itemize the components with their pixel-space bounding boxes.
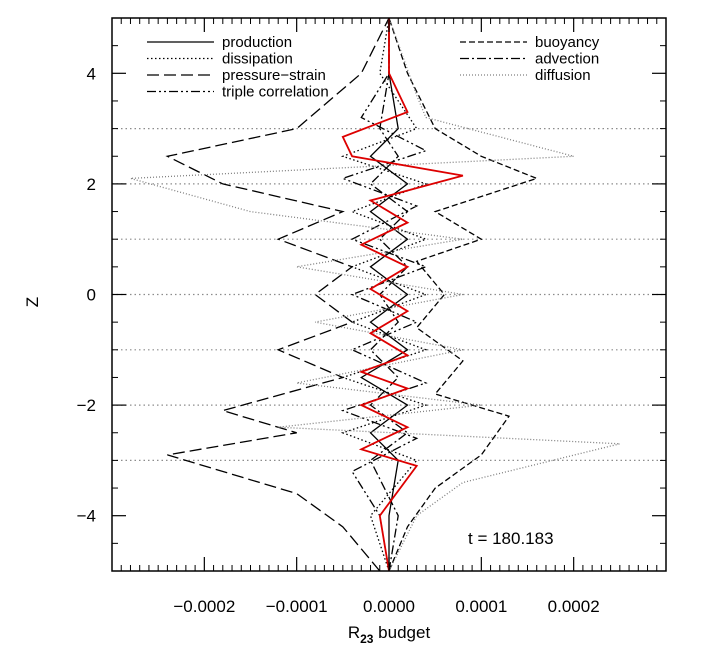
legend-label: production xyxy=(222,34,292,51)
time-annotation: t = 180.183 xyxy=(468,529,554,548)
x-tick-labels: −0.0002 −0.0001 0.0000 0.0001 0.0002 xyxy=(173,597,599,616)
x-tick-label: −0.0002 xyxy=(173,597,235,616)
axis-ticks xyxy=(112,17,666,572)
y-tick-label: 4 xyxy=(87,64,96,83)
y-tick-label: −4 xyxy=(77,507,96,526)
series-line-red-profile xyxy=(341,18,464,571)
series-line-production xyxy=(360,18,409,571)
legend-label: buoyancy xyxy=(535,34,600,51)
reference-lines xyxy=(112,128,666,461)
series-line-buoyancy xyxy=(388,18,539,571)
x-tick-label: 0.0001 xyxy=(455,597,507,616)
series-line-triple-correlation xyxy=(340,18,428,571)
series-line-diffusion xyxy=(130,18,620,571)
legend-label: diffusion xyxy=(535,67,591,84)
x-axis-label-main: R xyxy=(348,623,360,642)
x-axis-label-subscript: 23 xyxy=(360,632,374,646)
plot-frame xyxy=(111,17,667,572)
x-tick-label: −0.0001 xyxy=(266,597,328,616)
legend-label: dissipation xyxy=(222,51,293,68)
x-tick-label: 0.0002 xyxy=(548,597,600,616)
y-tick-labels: −4 −2 0 2 4 xyxy=(77,64,96,525)
y-tick-label: 0 xyxy=(87,286,96,305)
legend-label: advection xyxy=(535,51,599,68)
legend: productiondissipationpressure−straintrip… xyxy=(147,34,600,101)
legend-label: triple correlation xyxy=(222,84,329,101)
y-tick-label: 2 xyxy=(87,175,96,194)
x-tick-label: 0.0000 xyxy=(363,597,415,616)
legend-label: pressure−strain xyxy=(222,67,326,84)
series-line-pressure-strain xyxy=(165,18,390,571)
y-axis-label: Z xyxy=(23,297,42,307)
x-axis-label-suffix: budget xyxy=(373,623,430,642)
y-tick-label: −2 xyxy=(77,396,96,415)
series-layer xyxy=(130,18,620,571)
x-axis-label: R23 budget xyxy=(348,623,431,646)
